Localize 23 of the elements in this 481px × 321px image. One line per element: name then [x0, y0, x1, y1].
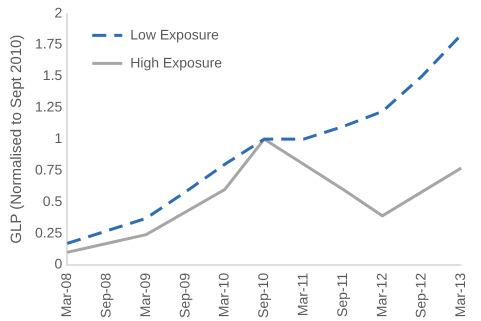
legend-label: Low Exposure	[130, 26, 220, 42]
x-tick-label: Sep-10	[255, 272, 272, 318]
legend-label: High Exposure	[130, 54, 222, 70]
x-tick-label: Sep-12	[412, 272, 429, 318]
y-tick-label: 2	[54, 4, 62, 20]
y-tick-label: 1.5	[42, 67, 62, 84]
y-tick-label: 0.5	[42, 192, 62, 209]
y-tick-label: 1	[54, 130, 62, 146]
x-tick-label: Mar-11	[294, 272, 310, 316]
x-tick-label: Mar-09	[136, 272, 153, 318]
y-tick-label: 1.25	[35, 98, 62, 115]
x-tick-label: Sep-11	[334, 272, 350, 317]
x-tick-label: Mar-12	[373, 272, 390, 318]
y-tick-label: 0.75	[35, 161, 62, 178]
y-tick-label: 0.25	[35, 224, 62, 240]
x-tick-label: Sep-08	[98, 272, 114, 318]
y-axis-title: GLP (Normalised to Sept 2010)	[8, 34, 26, 244]
x-tick-label: Mar-13	[452, 272, 468, 318]
y-tick-label: 0	[54, 256, 62, 272]
x-tick-label: Mar-10	[216, 272, 232, 318]
x-tick-label: Sep-09	[176, 272, 192, 318]
y-tick-label: 1.75	[35, 36, 62, 52]
x-tick-label: Mar-08	[58, 272, 74, 318]
